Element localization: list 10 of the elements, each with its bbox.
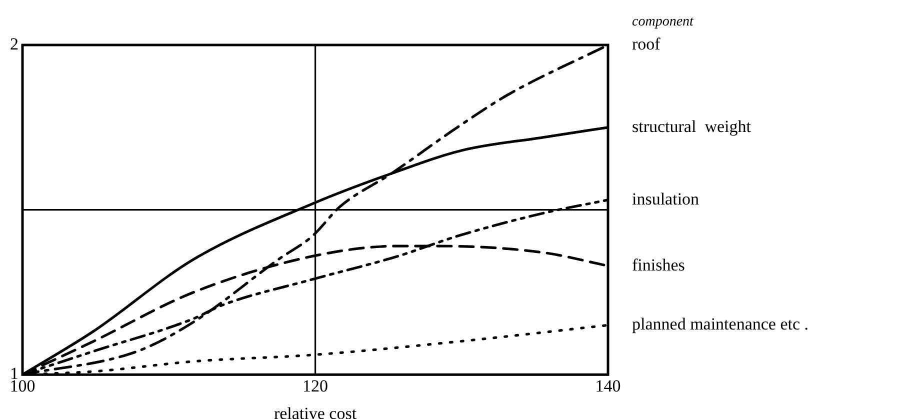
- x-tick-label: 120: [302, 376, 328, 396]
- x-tick-label: 140: [595, 376, 621, 396]
- x-axis-title: relative cost: [274, 404, 357, 419]
- series-label: finishes: [632, 255, 685, 274]
- series-label: structural weight: [632, 116, 752, 136]
- series-label: roof: [632, 34, 661, 54]
- series-label: planned maintenance etc .: [632, 314, 809, 334]
- y-tick-label: 2: [10, 34, 18, 54]
- series-label: insulation: [632, 189, 700, 208]
- legend-title: component: [632, 14, 695, 30]
